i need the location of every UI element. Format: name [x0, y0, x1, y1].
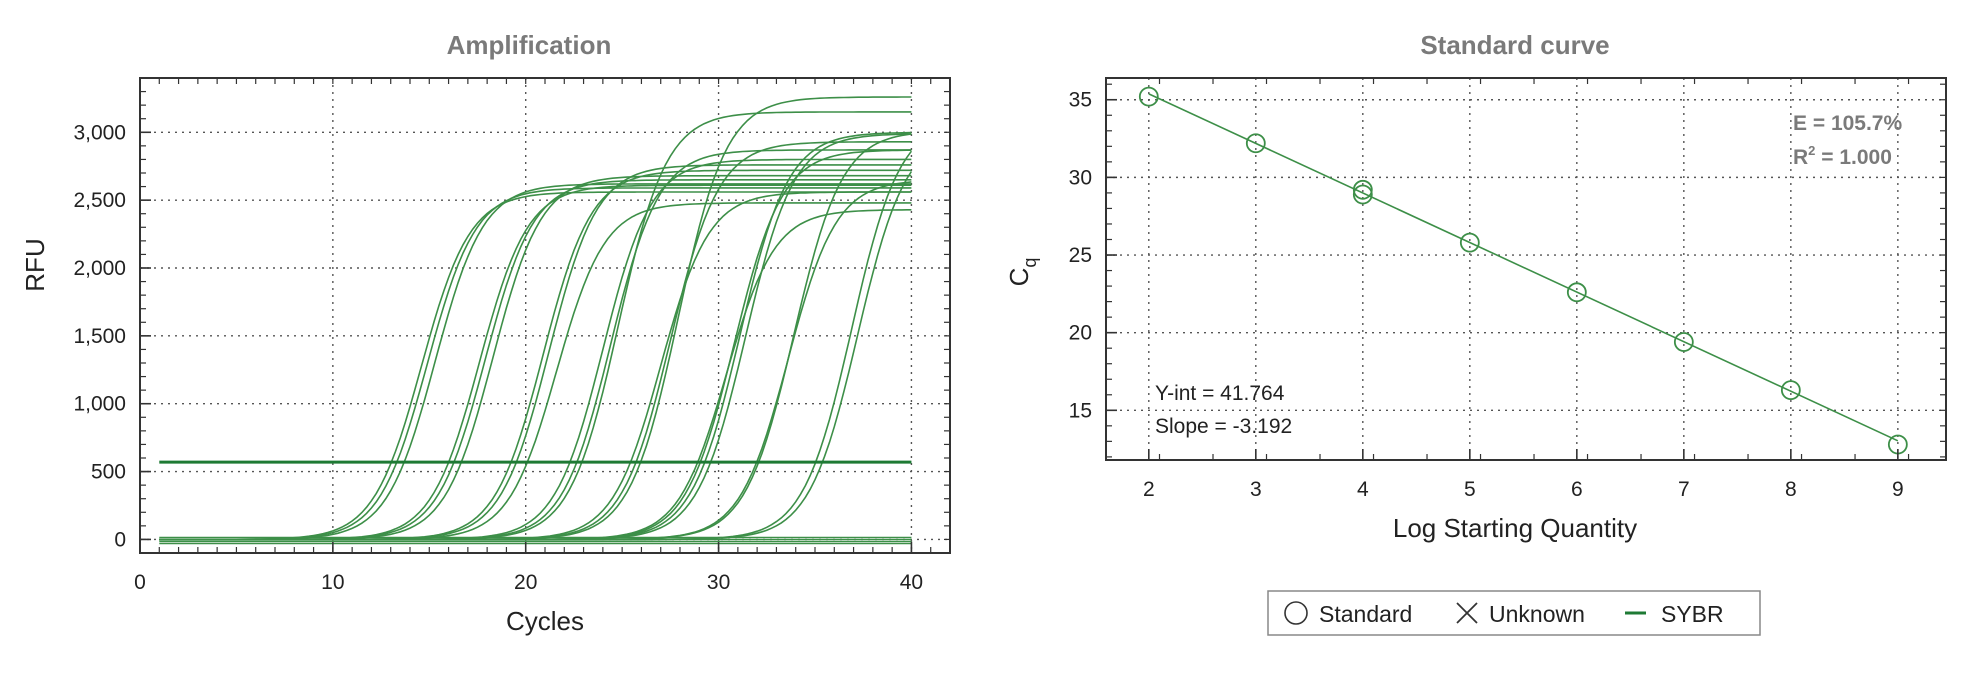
amplification-curve — [159, 191, 912, 541]
standard-point — [1780, 380, 1801, 401]
std-x-tick-label: 5 — [1464, 478, 1476, 501]
amplification-curve — [159, 174, 912, 541]
standard-point — [1566, 282, 1587, 303]
r-squared-prefix: R — [1793, 146, 1808, 169]
amplification-ticks: 0 10 20 30 40 0 500 1,000 1,500 2,000 2,500 3,000 — [73, 77, 951, 594]
amplification-curve — [159, 187, 912, 541]
amp-x-tick-label: 0 — [134, 571, 146, 594]
standard-point — [1138, 86, 1159, 107]
amp-x-tick-label: 20 — [514, 571, 537, 594]
amplification-x-axis-label: Cycles — [506, 606, 584, 636]
std-x-tick-label: 8 — [1785, 478, 1797, 501]
amp-y-tick-label: 0 — [114, 528, 126, 551]
standard-curve-frame — [1105, 77, 1947, 461]
std-x-tick-label: 7 — [1678, 478, 1690, 501]
amplification-curve — [159, 202, 912, 541]
legend-box — [1267, 590, 1761, 636]
standard-point — [1245, 133, 1266, 154]
std-x-tick-label: 4 — [1357, 478, 1369, 501]
standard-point — [1459, 232, 1480, 253]
std-y-tick-label: 35 — [1069, 89, 1092, 112]
standard-curve-chart: Standard curve 2 3 4 5 6 7 8 9 15 20 25 30 35 E = 10… — [1004, 30, 1947, 543]
standard-curve-fit-line — [1148, 93, 1899, 442]
standard-curve-ticks: 2 3 4 5 6 7 8 9 15 20 25 30 35 — [1069, 78, 1946, 501]
std-y-tick-label: 20 — [1069, 322, 1092, 345]
legend: Standard Unknown SYBR — [1267, 590, 1761, 636]
std-x-tick-label: 6 — [1571, 478, 1583, 501]
r-squared-superscript: 2 — [1808, 143, 1815, 158]
amplification-curve — [159, 150, 913, 541]
amp-x-tick-label: 10 — [321, 571, 344, 594]
amplification-curve — [159, 183, 912, 541]
legend-unknown-label: Unknown — [1489, 601, 1585, 627]
amplification-curve — [159, 149, 912, 541]
amplification-curve — [159, 179, 912, 541]
standard-point — [1352, 184, 1373, 205]
amp-y-tick-label: 1,000 — [73, 393, 126, 416]
std-y-tick-label: 30 — [1069, 166, 1092, 189]
slope-label: Slope = -3.192 — [1155, 415, 1292, 438]
standard-point — [1673, 332, 1694, 352]
y-intercept-label: Y-int = 41.764 — [1155, 382, 1285, 405]
standard-curve-grid — [1106, 78, 1946, 460]
cq-letter: C — [1004, 268, 1034, 287]
standard-curve-y-axis-label: Cq — [1004, 258, 1040, 287]
amplification-curve — [159, 184, 912, 541]
amplification-curve — [159, 171, 913, 541]
legend-standard-circle-icon — [1284, 601, 1308, 625]
std-x-tick-label: 3 — [1250, 478, 1262, 501]
amp-x-tick-label: 40 — [900, 571, 923, 594]
std-x-tick-label: 9 — [1892, 478, 1904, 501]
amplification-curve — [159, 149, 912, 541]
amplification-curve — [159, 209, 912, 541]
amplification-chart: Amplification 0 10 20 30 40 0 500 1,000 1,500 2,0… — [20, 30, 951, 636]
amp-y-tick-label: 3,000 — [73, 121, 126, 144]
amp-y-tick-label: 2,000 — [73, 257, 126, 280]
regression-line — [1148, 93, 1899, 442]
amp-y-tick-label: 1,500 — [73, 325, 126, 348]
amplification-y-axis-label: RFU — [20, 238, 50, 291]
standard-curve-x-axis-label: Log Starting Quantity — [1393, 513, 1637, 543]
legend-standard-label: Standard — [1319, 601, 1412, 627]
legend-sybr-label: SYBR — [1661, 601, 1724, 627]
std-x-tick-label: 2 — [1143, 478, 1155, 501]
amplification-title: Amplification — [447, 30, 612, 60]
amp-x-tick-label: 30 — [707, 571, 730, 594]
standard-curve-title: Standard curve — [1420, 30, 1609, 60]
r-squared-value: = 1.000 — [1815, 146, 1891, 169]
std-y-tick-label: 25 — [1069, 244, 1092, 267]
amp-y-tick-label: 2,500 — [73, 189, 126, 212]
r-squared-label: R2 = 1.000 — [1793, 143, 1892, 169]
standard-point — [1352, 179, 1373, 200]
amp-y-tick-label: 500 — [91, 461, 126, 484]
amplification-curve — [159, 181, 912, 541]
cq-subscript: q — [1020, 258, 1040, 268]
std-y-tick-label: 15 — [1069, 399, 1092, 422]
legend-unknown-x-icon — [1456, 602, 1478, 624]
amplification-frame — [139, 77, 951, 554]
efficiency-label: E = 105.7% — [1793, 112, 1902, 135]
amplification-curves — [159, 96, 913, 545]
amplification-curve — [159, 191, 912, 541]
amplification-curve — [159, 141, 912, 541]
